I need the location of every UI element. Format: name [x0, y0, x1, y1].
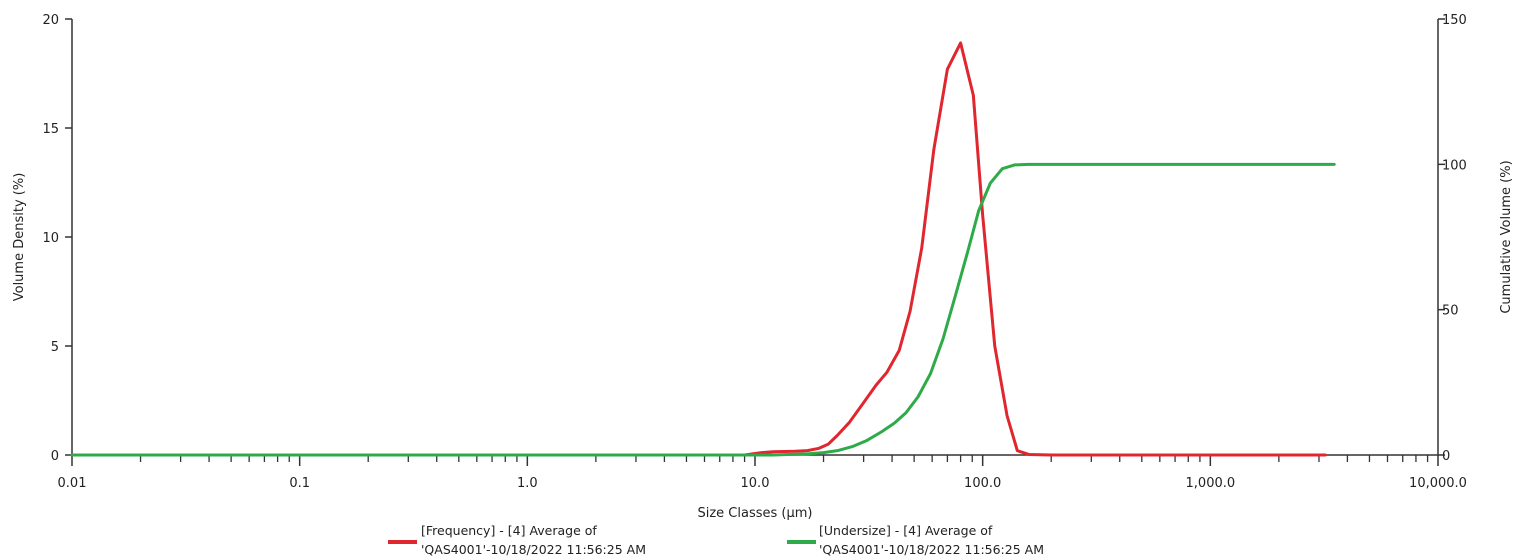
x-tick-label: 1.0: [517, 476, 538, 491]
x-tick-label: 10.0: [741, 476, 770, 491]
y-axis-title: Volume Density (%): [12, 173, 27, 302]
x-axis-title: Size Classes (μm): [697, 506, 812, 521]
ticks: 0 5 10 15 20 0 50 100 150 0.01 0.1 1.0 10.0 100.0 1,00…: [42, 13, 1466, 491]
y2-tick-label: 150: [1442, 13, 1467, 28]
x-tick-label: 0.1: [289, 476, 310, 491]
legend-label-undersize-line2: 'QAS4001'-10/18/2022 11:56:25 AM: [819, 542, 1044, 557]
legend-item-undersize: [Undersize] - [4] Average of 'QAS4001'-1…: [787, 523, 1044, 557]
y-tick-label: 20: [42, 13, 59, 28]
x-tick-label: 0.01: [58, 476, 87, 491]
y2-tick-label: 100: [1442, 158, 1467, 173]
legend-label-frequency-line2: 'QAS4001'-10/18/2022 11:56:25 AM: [421, 542, 646, 557]
y2-axis-title: Cumulative Volume (%): [1499, 160, 1514, 313]
frequency-series-line: [70, 41, 1327, 457]
x-tick-label: 100.0: [964, 476, 1001, 491]
y-tick-label: 10: [42, 231, 59, 246]
series-layer: [70, 41, 1336, 457]
y-tick-label: 0: [51, 449, 59, 464]
legend-label-undersize-line1: [Undersize] - [4] Average of: [819, 523, 993, 538]
x-tick-label: 10,000.0: [1409, 476, 1467, 491]
y-tick-label: 5: [51, 340, 59, 355]
legend: [Frequency] - [4] Average of 'QAS4001'-1…: [388, 523, 1044, 557]
legend-label-frequency-line1: [Frequency] - [4] Average of: [421, 523, 597, 538]
y-tick-label: 15: [42, 122, 59, 137]
x-tick-label: 1,000.0: [1186, 476, 1236, 491]
undersize-series-line: [70, 162, 1336, 457]
y2-tick-label: 50: [1442, 304, 1459, 319]
axes: [71, 19, 1439, 456]
legend-item-frequency: [Frequency] - [4] Average of 'QAS4001'-1…: [388, 523, 646, 557]
y2-tick-label: 0: [1442, 449, 1450, 464]
